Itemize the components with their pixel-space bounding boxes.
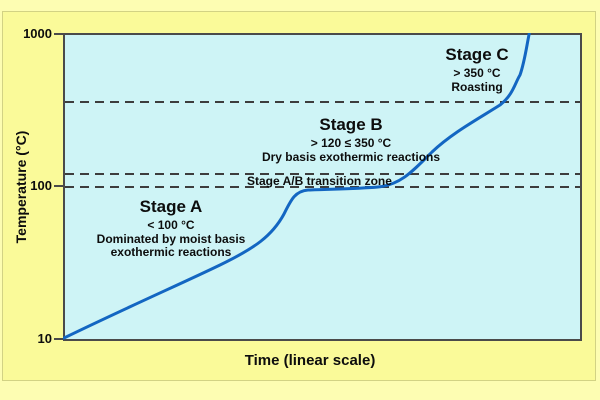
stage-b-title: Stage B [319, 115, 383, 134]
stage-a-line3: exothermic reactions [110, 245, 232, 259]
stage-a-title: Stage A [139, 197, 203, 216]
y-tick-label-100: 100 [30, 178, 52, 193]
y-tick-10 [54, 338, 63, 340]
stage-c-title: Stage C [445, 45, 509, 64]
stage-c-annotation: Stage C > 350 °C Roasting [445, 46, 508, 94]
stage-c-line2: Roasting [451, 79, 503, 94]
y-tick-100 [54, 185, 63, 187]
temperature-curve [63, 33, 531, 340]
stage-b-line1: > 120 ≤ 350 °C [310, 136, 392, 150]
stage-ab-transition-label: Stage A/B transition zone [247, 174, 392, 188]
y-axis-label: Temperature (°C) [13, 130, 29, 244]
plot-area [63, 33, 582, 341]
stage-c-line1: > 350 °C [453, 66, 501, 80]
stage-a-annotation: Stage A < 100 °C Dominated by moist basi… [97, 198, 246, 260]
x-axis-label: Time (linear scale) [244, 352, 376, 369]
stage-a-line1: < 100 °C [147, 218, 195, 232]
stage-b-annotation: Stage B > 120 ≤ 350 °C Dry basis exother… [262, 116, 440, 164]
y-tick-label-10: 10 [37, 331, 52, 346]
stage-a-line2: Dominated by moist basis [96, 231, 246, 246]
plot-svg [63, 33, 582, 341]
y-tick-label-1000: 1000 [23, 26, 52, 41]
stage-b-line2: Dry basis exothermic reactions [261, 149, 441, 164]
y-tick-1000 [54, 33, 63, 35]
